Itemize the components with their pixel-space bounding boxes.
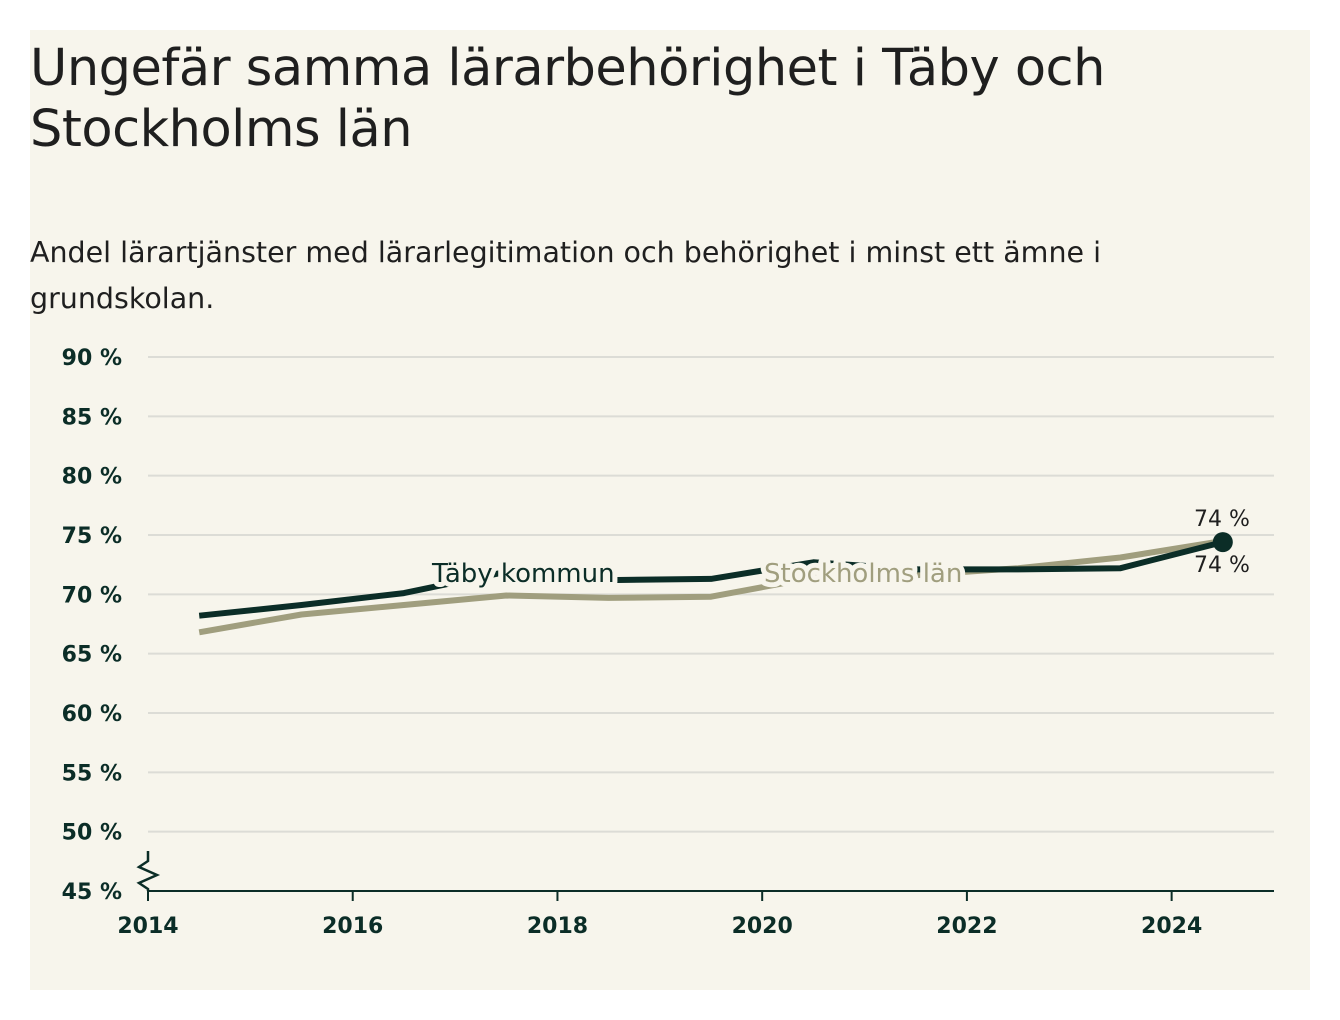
y-tick-label: 65 % [62,643,122,668]
x-tick-label: 2018 [527,914,588,939]
end-point-marker [1212,532,1233,553]
y-axis-ticks: 45 % 50 % 55 % 60 % 65 % 70 % 75 % 80 % 85 % 90 % [62,346,122,905]
y-tick-label: 45 % [62,880,122,905]
series-label-taby: Täby kommun [431,559,615,589]
y-tick-label: 75 % [62,524,122,549]
series-lines [198,532,1233,636]
y-tick-label: 70 % [62,583,122,608]
x-tick-label: 2016 [322,914,383,939]
x-tick-label: 2024 [1141,914,1202,939]
y-tick-label: 55 % [62,761,122,786]
chart-panel: Ungefär samma lärarbehörighet i Täby och… [30,30,1310,990]
y-tick-label: 80 % [62,465,122,490]
x-tick-label: 2022 [936,914,997,939]
y-tick-label: 50 % [62,821,122,846]
x-axis: 2014 2016 2018 2020 2022 2024 [117,851,1274,939]
end-value-label-taby: 74 % [1194,507,1250,532]
series-line-taby [198,539,1224,619]
series-labels: Täby kommun Stockholms län 74 % 74 % [426,507,1250,594]
x-tick-label: 2020 [732,914,793,939]
series-label-stockholm: Stockholms län [764,559,962,589]
chart-title: Ungefär samma lärarbehörighet i Täby och… [30,39,1105,159]
axis-break-icon [136,851,161,891]
series-line-stockholm [198,537,1224,636]
end-value-label-stockholm: 74 % [1194,553,1250,578]
y-tick-label: 85 % [62,405,122,430]
y-tick-label: 90 % [62,346,122,371]
y-tick-label: 60 % [62,702,122,727]
chart-subtitle: Andel lärartjänster med lärarlegitimatio… [30,236,1102,315]
x-tick-label: 2014 [117,914,178,939]
line-chart: 45 % 50 % 55 % 60 % 65 % 70 % 75 % 80 % 85 % 90 %… [62,346,1274,939]
